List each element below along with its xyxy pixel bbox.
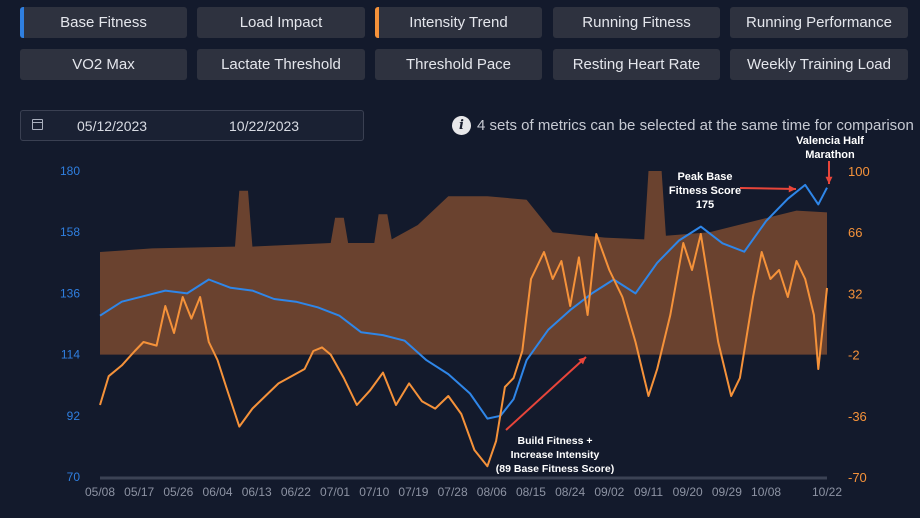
y-left-tick-label: 136 xyxy=(60,286,80,300)
annotation-build: Build Fitness + Increase Intensity (89 B… xyxy=(490,434,620,476)
y-right-tick-label: -2 xyxy=(848,348,860,363)
metric-button-intensity-trend[interactable]: Intensity Trend xyxy=(375,7,542,38)
calendar-icon xyxy=(32,119,43,130)
x-tick-label: 07/10 xyxy=(359,485,389,499)
metric-button-label: Load Impact xyxy=(239,14,323,31)
annotation-line: Marathon xyxy=(805,149,855,161)
metric-button-resting-heart-rate[interactable]: Resting Heart Rate xyxy=(553,49,720,80)
x-tick-label: 08/15 xyxy=(516,485,546,499)
x-tick-label: 05/26 xyxy=(163,485,193,499)
metric-button-label: Threshold Pace xyxy=(405,56,512,73)
metric-button-label: Weekly Training Load xyxy=(747,56,891,73)
y-right-tick-label: -70 xyxy=(848,470,867,485)
selected-marker xyxy=(20,7,24,38)
y-left-tick-label: 180 xyxy=(60,164,80,178)
x-tick-label: 06/04 xyxy=(203,485,233,499)
metric-button-lactate-threshold[interactable]: Lactate Threshold xyxy=(197,49,365,80)
annotation-line: Build Fitness + xyxy=(517,435,593,447)
metric-button-label: Running Performance xyxy=(746,14,892,31)
x-tick-label: 08/24 xyxy=(555,485,585,499)
x-tick-label: 07/01 xyxy=(320,485,350,499)
x-tick-label: 10/08 xyxy=(751,485,781,499)
x-tick-label: 07/28 xyxy=(438,485,468,499)
y-right-tick-label: -36 xyxy=(848,409,867,424)
y-right-tick-label: 32 xyxy=(848,286,862,301)
intensity-trend-line xyxy=(99,233,828,468)
x-tick-label: 10/22 xyxy=(812,485,842,499)
x-tick-label: 06/13 xyxy=(242,485,272,499)
y-left-tick-label: 92 xyxy=(67,409,81,423)
y-right-tick-label: 66 xyxy=(848,225,862,240)
x-tick-label: 08/06 xyxy=(477,485,507,499)
build-arrow xyxy=(505,356,587,431)
info-text: 4 sets of metrics can be selected at the… xyxy=(477,117,914,134)
end-date[interactable]: 10/22/2023 xyxy=(229,118,300,134)
y-right-tick-label: 100 xyxy=(848,164,870,179)
x-tick-label: 05/17 xyxy=(124,485,154,499)
x-tick-label: 07/19 xyxy=(398,485,428,499)
metric-button-running-performance[interactable]: Running Performance xyxy=(730,7,908,38)
annotation-line: Fitness Score xyxy=(668,185,742,197)
metric-button-label: Intensity Trend xyxy=(409,14,508,31)
metric-button-label: VO2 Max xyxy=(72,56,135,73)
y-left-tick-label: 114 xyxy=(61,348,80,362)
metric-button-base-fitness[interactable]: Base Fitness xyxy=(20,7,187,38)
x-tick-label: 09/02 xyxy=(594,485,624,499)
info-icon: i xyxy=(452,116,471,135)
x-tick-label: 05/08 xyxy=(85,485,115,499)
x-tick-label: 06/22 xyxy=(281,485,311,499)
x-tick-label: 09/29 xyxy=(712,485,742,499)
metric-button-weekly-training-load[interactable]: Weekly Training Load xyxy=(730,49,908,80)
race-arrow-head xyxy=(825,176,833,184)
build-arrow-head xyxy=(578,357,586,365)
selected-marker xyxy=(375,7,379,38)
date-range-picker[interactable]: 05/12/2023 10/22/2023 xyxy=(20,110,364,141)
annotation-peak: Peak Base Fitness Score 175 xyxy=(660,170,750,212)
annotation-line: (89 Base Fitness Score) xyxy=(495,463,615,475)
x-tick-label: 09/20 xyxy=(673,485,703,499)
annotation-line: Peak Base xyxy=(677,171,733,183)
metric-button-load-impact[interactable]: Load Impact xyxy=(197,7,365,38)
metric-button-label: Running Fitness xyxy=(582,14,691,31)
x-tick-label: 09/11 xyxy=(634,485,663,499)
annotation-line: Increase Intensity xyxy=(510,449,600,461)
annotation-line: 175 xyxy=(695,199,715,211)
metric-button-label: Lactate Threshold xyxy=(221,56,341,73)
base-fitness-line xyxy=(99,183,828,420)
y-left-tick-label: 158 xyxy=(60,225,80,239)
metric-button-label: Resting Heart Rate xyxy=(572,56,701,73)
load-area xyxy=(100,171,827,355)
metric-button-vo2-max[interactable]: VO2 Max xyxy=(20,49,187,80)
peak-arrow-head xyxy=(788,185,796,193)
metric-button-threshold-pace[interactable]: Threshold Pace xyxy=(375,49,542,80)
y-left-tick-label: 70 xyxy=(67,470,81,484)
peak-arrow xyxy=(739,187,797,190)
start-date[interactable]: 05/12/2023 xyxy=(77,118,148,134)
annotation-line: Valencia Half xyxy=(796,135,864,147)
metric-button-running-fitness[interactable]: Running Fitness xyxy=(553,7,720,38)
metric-button-label: Base Fitness xyxy=(60,14,147,31)
annotation-race: Valencia Half Marathon xyxy=(780,134,880,162)
